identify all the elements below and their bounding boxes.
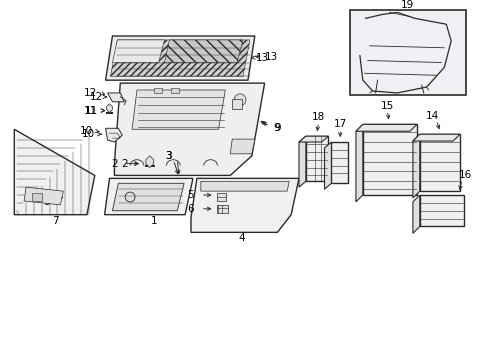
Polygon shape — [413, 134, 420, 198]
Text: 3: 3 — [165, 151, 172, 161]
Polygon shape — [165, 40, 243, 63]
Polygon shape — [420, 195, 464, 226]
Text: 1: 1 — [150, 216, 157, 226]
Polygon shape — [107, 93, 124, 102]
Polygon shape — [105, 36, 255, 80]
Polygon shape — [413, 195, 420, 233]
Polygon shape — [306, 136, 328, 181]
Polygon shape — [217, 205, 228, 213]
Text: 16: 16 — [459, 170, 472, 180]
Text: 11: 11 — [85, 105, 98, 116]
Text: 10: 10 — [79, 126, 93, 136]
Bar — [172, 88, 179, 93]
Polygon shape — [112, 40, 165, 63]
Polygon shape — [106, 104, 112, 113]
Text: 10: 10 — [81, 129, 95, 139]
Text: 13: 13 — [265, 51, 278, 62]
Text: 19: 19 — [400, 0, 414, 10]
Text: 6: 6 — [188, 204, 195, 214]
Text: 9: 9 — [273, 123, 280, 133]
Bar — [32, 193, 42, 201]
Bar — [154, 88, 162, 93]
Polygon shape — [146, 156, 154, 167]
Text: 4: 4 — [239, 233, 245, 243]
Circle shape — [234, 94, 246, 106]
Polygon shape — [105, 128, 122, 142]
Text: 2: 2 — [121, 159, 127, 168]
Polygon shape — [14, 129, 95, 215]
Polygon shape — [363, 124, 417, 195]
Text: 12: 12 — [84, 88, 98, 98]
Text: 15: 15 — [381, 101, 394, 111]
Polygon shape — [201, 181, 289, 191]
Text: 18: 18 — [312, 112, 325, 122]
Polygon shape — [413, 134, 460, 141]
Text: 8: 8 — [43, 197, 50, 207]
Polygon shape — [217, 193, 226, 201]
Polygon shape — [331, 142, 348, 183]
Text: 3: 3 — [165, 151, 172, 161]
Text: 9: 9 — [274, 123, 281, 133]
Polygon shape — [24, 187, 63, 205]
Text: 5: 5 — [188, 190, 195, 200]
Polygon shape — [356, 124, 417, 131]
Polygon shape — [191, 178, 299, 232]
Polygon shape — [356, 124, 363, 202]
Polygon shape — [299, 136, 328, 142]
Polygon shape — [230, 139, 255, 154]
Polygon shape — [112, 183, 184, 211]
Bar — [232, 99, 242, 109]
Text: 11: 11 — [84, 105, 98, 116]
Polygon shape — [324, 142, 331, 189]
Polygon shape — [104, 178, 193, 215]
Text: 7: 7 — [52, 216, 59, 226]
Polygon shape — [110, 40, 250, 76]
Polygon shape — [132, 90, 225, 129]
Text: 12: 12 — [90, 92, 103, 102]
Polygon shape — [115, 83, 265, 175]
Text: 17: 17 — [334, 120, 347, 129]
Polygon shape — [299, 136, 306, 187]
Text: 13: 13 — [256, 53, 270, 63]
Bar — [350, 10, 466, 95]
Text: 2: 2 — [111, 159, 118, 168]
Polygon shape — [420, 134, 460, 191]
Text: 14: 14 — [426, 111, 439, 121]
